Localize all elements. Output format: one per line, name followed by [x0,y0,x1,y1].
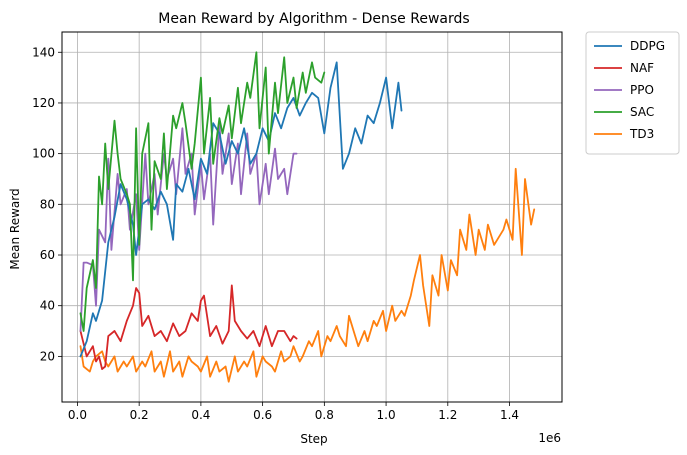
series-line-ppo [79,122,298,332]
x-tick-label: 1.2 [438,408,457,422]
legend: DDPG NAF PPO SAC TD3 [585,31,680,155]
legend-label-ddpg: DDPG [630,39,665,53]
x-axis-offset-label: 1e6 [538,431,561,445]
y-axis-ticks: 20 40 60 80 100 120 140 [32,45,62,363]
axes-frame [61,31,563,403]
y-tick-label: 100 [32,147,55,161]
legend-box [585,31,680,155]
x-tick-label: 0.2 [130,408,149,422]
y-tick-label: 60 [40,248,55,262]
legend-label-sac: SAC [630,105,654,119]
chart-title: Mean Reward by Algorithm - Dense Rewards [158,11,469,27]
y-tick-label: 140 [32,45,55,59]
x-tick-label: 1.0 [377,408,396,422]
x-tick-label: 0.0 [68,408,87,422]
x-tick-label: 0.8 [315,408,334,422]
y-tick-label: 120 [32,96,55,110]
y-axis-label: Mean Reward [8,188,22,269]
plot-series [79,51,536,383]
legend-label-naf: NAF [630,61,654,75]
legend-label-ppo: PPO [630,83,654,97]
gridlines [62,32,562,402]
x-tick-label: 0.4 [191,408,210,422]
series-line-td3 [79,167,536,383]
y-tick-label: 40 [40,299,55,313]
legend-label-td3: TD3 [629,127,654,141]
x-axis-ticks: 0.0 0.2 0.4 0.6 0.8 1.0 1.2 1.4 [68,402,519,422]
x-tick-label: 0.6 [253,408,272,422]
x-axis-label: Step [300,432,327,446]
x-tick-label: 1.4 [500,408,519,422]
series-line-naf [79,284,298,371]
y-tick-label: 80 [40,197,55,211]
series-line-ddpg [79,61,403,358]
y-tick-label: 20 [40,349,55,363]
series-line-sac [79,51,326,332]
